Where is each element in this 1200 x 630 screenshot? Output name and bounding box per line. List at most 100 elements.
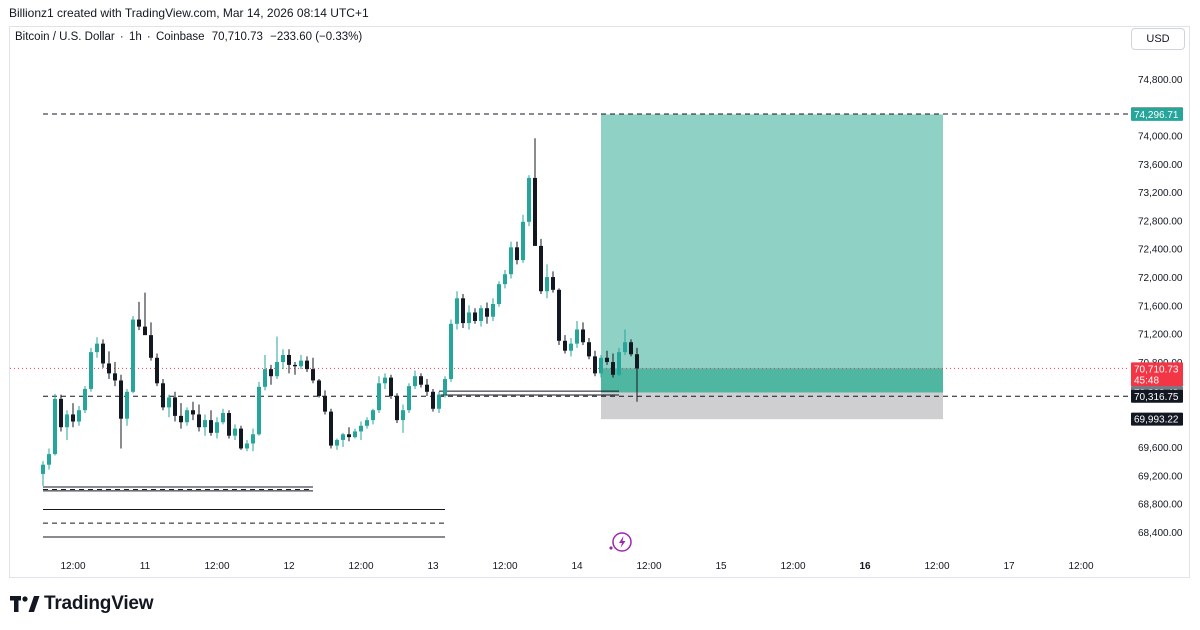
candle-up[interactable] — [83, 388, 87, 411]
candle-down[interactable] — [107, 363, 111, 374]
candle-down[interactable] — [59, 398, 63, 428]
candle-up[interactable] — [617, 352, 621, 375]
candle-down[interactable] — [395, 396, 399, 421]
candle-up[interactable] — [503, 274, 507, 285]
candle-up[interactable] — [449, 323, 453, 380]
candle-up[interactable] — [365, 420, 369, 426]
candle-down[interactable] — [389, 377, 393, 397]
candle-up[interactable] — [215, 422, 219, 433]
candle-up[interactable] — [443, 379, 447, 395]
candle-down[interactable] — [461, 298, 465, 324]
candle-up[interactable] — [413, 376, 417, 387]
candle-down[interactable] — [635, 354, 639, 369]
candle-down[interactable] — [179, 415, 183, 423]
candle-up[interactable] — [455, 298, 459, 324]
candle-down[interactable] — [593, 356, 597, 374]
candle-up[interactable] — [491, 303, 495, 317]
candle-down[interactable] — [101, 343, 105, 364]
candle-down[interactable] — [209, 420, 213, 433]
candle-down[interactable] — [71, 414, 75, 422]
candle-down[interactable] — [155, 357, 159, 384]
candle-down[interactable] — [551, 277, 555, 290]
candle-up[interactable] — [401, 410, 405, 421]
candle-up[interactable] — [263, 369, 267, 387]
candle-up[interactable] — [371, 410, 375, 421]
candle-down[interactable] — [287, 354, 291, 365]
candle-down[interactable] — [587, 342, 591, 357]
candle-up[interactable] — [47, 454, 51, 465]
candle-up[interactable] — [521, 221, 525, 261]
candle-down[interactable] — [227, 413, 231, 436]
candle-up[interactable] — [575, 329, 579, 344]
candle-up[interactable] — [89, 352, 93, 389]
candle-up[interactable] — [509, 247, 513, 275]
candle-down[interactable] — [305, 360, 309, 370]
candle-up[interactable] — [437, 394, 441, 409]
candle-down[interactable] — [515, 247, 519, 261]
candle-down[interactable] — [581, 329, 585, 343]
candle-down[interactable] — [143, 326, 147, 336]
candle-up[interactable] — [569, 343, 573, 351]
candle-up[interactable] — [185, 410, 189, 423]
tradingview-footer[interactable]: TradingView — [10, 592, 154, 616]
candle-up[interactable] — [497, 284, 501, 304]
candle-up[interactable] — [623, 342, 627, 353]
candle-down[interactable] — [347, 434, 351, 438]
candle-down[interactable] — [539, 245, 543, 292]
candle-down[interactable] — [323, 396, 327, 412]
candle-down[interactable] — [239, 428, 243, 449]
currency-button[interactable]: USD — [1131, 28, 1185, 50]
candle-down[interactable] — [425, 384, 429, 392]
candle-down[interactable] — [173, 397, 177, 416]
candle-down[interactable] — [533, 177, 537, 246]
candle-up[interactable] — [233, 428, 237, 436]
candle-up[interactable] — [41, 464, 45, 474]
candle-down[interactable] — [197, 414, 201, 428]
candle-down[interactable] — [329, 411, 333, 446]
target-zone[interactable] — [601, 114, 943, 393]
candle-up[interactable] — [251, 434, 255, 444]
candle-down[interactable] — [119, 380, 123, 419]
candle-up[interactable] — [281, 354, 285, 363]
candle-down[interactable] — [191, 410, 195, 415]
candle-down[interactable] — [605, 357, 609, 363]
candle-down[interactable] — [473, 312, 477, 321]
candle-down[interactable] — [149, 335, 153, 358]
candle-up[interactable] — [125, 391, 129, 419]
candle-up[interactable] — [77, 410, 81, 422]
candle-up[interactable] — [203, 420, 207, 428]
candle-up[interactable] — [527, 177, 531, 222]
candle-up[interactable] — [467, 312, 471, 324]
stop-zone[interactable] — [601, 392, 943, 420]
candle-up[interactable] — [299, 360, 303, 367]
candle-up[interactable] — [257, 386, 261, 435]
candle-up[interactable] — [341, 434, 345, 440]
candle-down[interactable] — [293, 364, 297, 367]
candle-down[interactable] — [629, 342, 633, 355]
candle-up[interactable] — [167, 397, 171, 408]
candle-up[interactable] — [53, 398, 57, 455]
candle-down[interactable] — [563, 340, 567, 351]
candle-up[interactable] — [131, 319, 135, 392]
candle-down[interactable] — [113, 373, 117, 381]
candle-down[interactable] — [485, 308, 489, 317]
candle-down[interactable] — [431, 391, 435, 409]
candle-up[interactable] — [95, 343, 99, 353]
candle-up[interactable] — [275, 362, 279, 377]
candle-down[interactable] — [419, 376, 423, 385]
candle-down[interactable] — [317, 380, 321, 397]
candle-down[interactable] — [611, 362, 615, 375]
candle-up[interactable] — [221, 413, 225, 423]
candle-down[interactable] — [311, 369, 315, 381]
candle-down[interactable] — [137, 319, 141, 327]
legend-symbol[interactable]: Bitcoin / U.S. Dollar — [15, 31, 115, 43]
candle-up[interactable] — [377, 383, 381, 411]
candle-up[interactable] — [545, 277, 549, 292]
candle-up[interactable] — [479, 308, 483, 321]
candle-down[interactable] — [269, 369, 273, 377]
candle-up[interactable] — [359, 425, 363, 432]
candle-up[interactable] — [335, 439, 339, 446]
candle-up[interactable] — [407, 386, 411, 411]
candle-up[interactable] — [383, 377, 387, 384]
